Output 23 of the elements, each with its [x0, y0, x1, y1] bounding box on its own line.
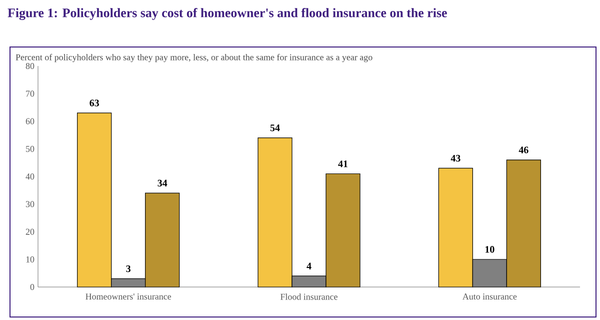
chart-title: Figure 1: Policyholders say cost of homeowner's and flood insurance on the rise	[8, 8, 447, 20]
x-tick-label: Auto insurance	[462, 294, 517, 300]
data-label: 43	[450, 154, 460, 162]
data-label: 54	[270, 124, 280, 132]
x-tick-label: Homeowners' insurance	[86, 294, 172, 300]
y-tick-label: 60	[26, 118, 34, 124]
data-label: 63	[90, 100, 99, 106]
y-tick-label: 50	[26, 146, 34, 152]
data-label: 3	[126, 265, 130, 272]
y-tick-label: 80	[26, 62, 34, 70]
data-label: 46	[518, 146, 528, 154]
y-tick-label: 70	[26, 90, 34, 97]
y-tick-label: 10	[26, 256, 34, 262]
x-tick-label: Flood insurance	[280, 294, 338, 300]
y-tick-label: 40	[26, 173, 34, 180]
y-tick-label: 30	[26, 201, 34, 208]
y-tick-label: 0	[30, 284, 34, 290]
y-tick-label: 20	[26, 228, 34, 235]
data-label: 10	[485, 246, 494, 253]
data-label: 41	[338, 160, 348, 168]
data-label: 4	[306, 262, 312, 270]
y-axis-title: Percent of policyholders who say they pay more, less, or about the same for insurance as a year ago	[16, 54, 372, 62]
data-label: 34	[158, 180, 168, 186]
